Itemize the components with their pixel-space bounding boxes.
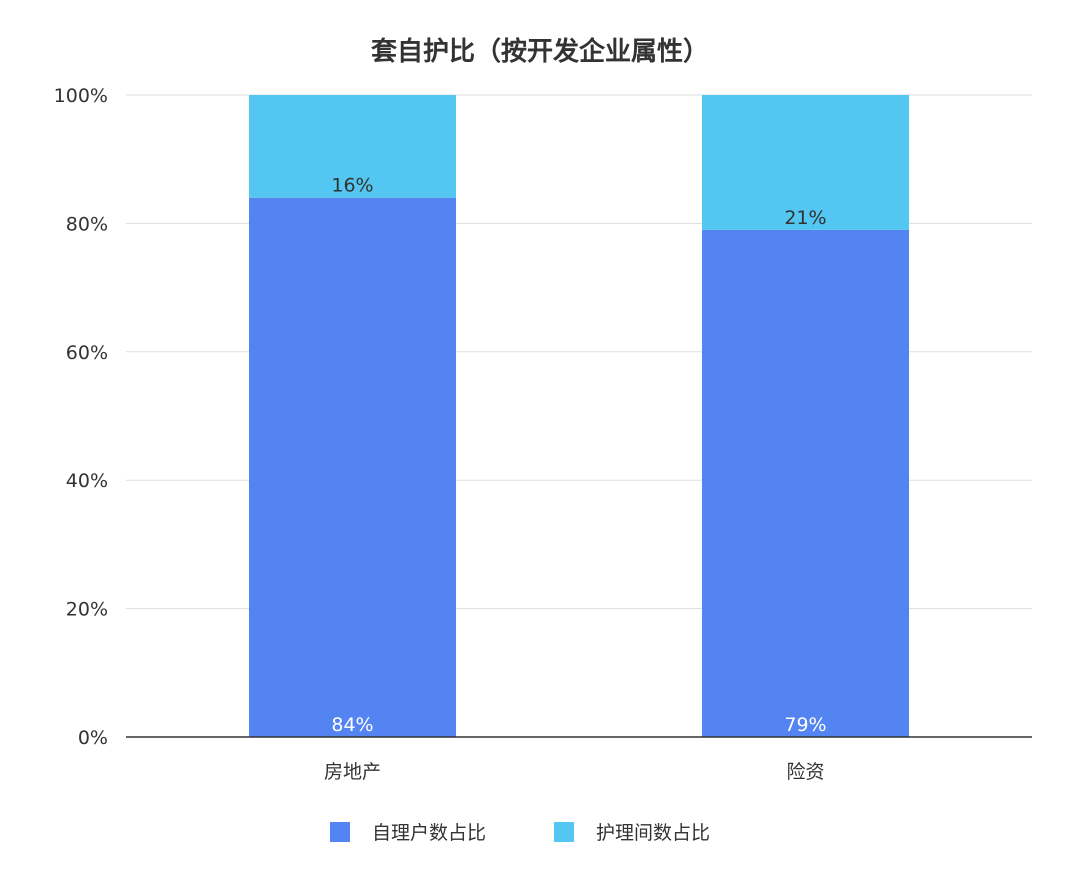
- y-tick-label: 20%: [66, 599, 108, 621]
- data-label: 79%: [784, 714, 826, 736]
- bar-segment: [702, 95, 909, 230]
- chart-title: 套自护比（按开发企业属性）: [371, 36, 709, 67]
- data-label: 16%: [331, 175, 373, 197]
- legend-swatch: [554, 822, 574, 842]
- data-label: 21%: [784, 207, 826, 229]
- bar-segment: [249, 95, 456, 198]
- y-tick-label: 80%: [66, 213, 108, 235]
- data-label: 84%: [331, 714, 373, 736]
- x-tick-label: 房地产: [324, 761, 381, 783]
- y-tick-label: 60%: [66, 342, 108, 364]
- bars: 84% 16% 79% 21%: [249, 95, 909, 738]
- x-tick-label: 险资: [786, 761, 824, 783]
- legend: 自理户数占比 护理间数占比: [330, 822, 710, 844]
- x-axis: 房地产 险资: [126, 736, 1032, 783]
- legend-label: 护理间数占比: [596, 822, 710, 844]
- bar-segment: [249, 197, 456, 738]
- legend-swatch: [330, 822, 350, 842]
- bar-segment: [702, 229, 909, 737]
- y-axis: 0% 20% 40% 60% 80% 100%: [54, 85, 108, 749]
- y-tick-label: 0%: [78, 727, 108, 749]
- y-tick-label: 100%: [54, 85, 108, 107]
- legend-label: 自理户数占比: [372, 822, 486, 844]
- y-tick-label: 40%: [66, 470, 108, 492]
